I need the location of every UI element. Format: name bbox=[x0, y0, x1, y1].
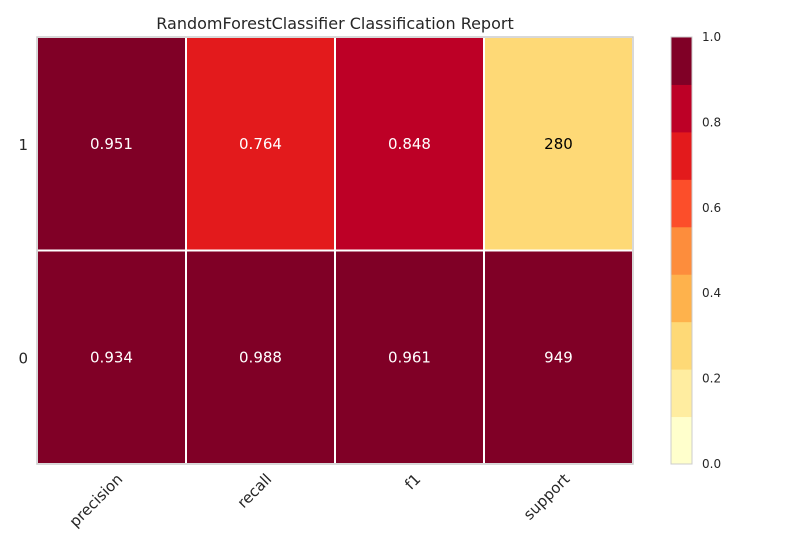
colorbar-segment bbox=[671, 37, 692, 85]
heatmap-frame bbox=[36, 36, 634, 465]
cell-value-label: 0.764 bbox=[239, 135, 282, 153]
colorbar-frame bbox=[670, 36, 693, 465]
heatmap-cell-1-recall bbox=[185, 36, 336, 252]
colorbar-segment bbox=[671, 369, 692, 418]
colorbar-segment bbox=[671, 84, 692, 133]
colorbar-segment bbox=[671, 321, 692, 370]
y-tick-label: 0 bbox=[18, 349, 28, 367]
heatmap-cell-0-precision bbox=[36, 249, 187, 465]
x-tick-label: f1 bbox=[401, 470, 424, 493]
colorbar-tick-label: 0.4 bbox=[702, 286, 721, 300]
y-tick-label: 1 bbox=[18, 136, 28, 154]
x-tick-label: precision bbox=[66, 470, 127, 531]
colorbar: 0.0 0.2 0.4 0.6 0.8 1.0 bbox=[670, 30, 721, 471]
cell-value-label: 0.848 bbox=[388, 135, 431, 153]
heatmap-cell-0-recall bbox=[185, 249, 336, 465]
cell-value-label: 0.934 bbox=[90, 348, 133, 366]
heatmap-cell-1-support bbox=[483, 36, 634, 252]
heatmap-cell-0-support bbox=[483, 249, 634, 465]
x-tick-label: recall bbox=[234, 470, 276, 512]
cell-value-label: 0.951 bbox=[90, 135, 133, 153]
colorbar-tick-label: 0.6 bbox=[702, 201, 721, 215]
colorbar-tick-label: 0.2 bbox=[702, 372, 721, 386]
colorbar-tick-label: 0.0 bbox=[702, 457, 721, 471]
cell-value-label: 0.961 bbox=[388, 348, 431, 366]
cell-value-label: 949 bbox=[544, 348, 573, 366]
y-axis-tick-labels: 10 bbox=[18, 136, 28, 368]
x-tick-label: support bbox=[520, 470, 574, 524]
colorbar-segment bbox=[671, 274, 692, 323]
colorbar-segment bbox=[671, 131, 692, 180]
heatmap-cell-1-precision bbox=[36, 36, 187, 252]
colorbar-segment bbox=[671, 416, 692, 465]
x-axis-tick-labels: precision recall f1 support bbox=[66, 470, 574, 531]
cell-value-label: 280 bbox=[544, 135, 573, 153]
colorbar-segment bbox=[671, 226, 692, 275]
cell-value-label: 0.988 bbox=[239, 348, 282, 366]
colorbar-tick-label: 1.0 bbox=[702, 30, 721, 44]
colorbar-segment bbox=[671, 179, 692, 228]
colorbar-tick-label: 0.8 bbox=[702, 115, 721, 129]
chart-title: RandomForestClassifier Classification Re… bbox=[156, 14, 513, 33]
heatmap: 0.951 0.764 0.848 280 0.934 0.988 0.961 949 bbox=[36, 36, 634, 465]
